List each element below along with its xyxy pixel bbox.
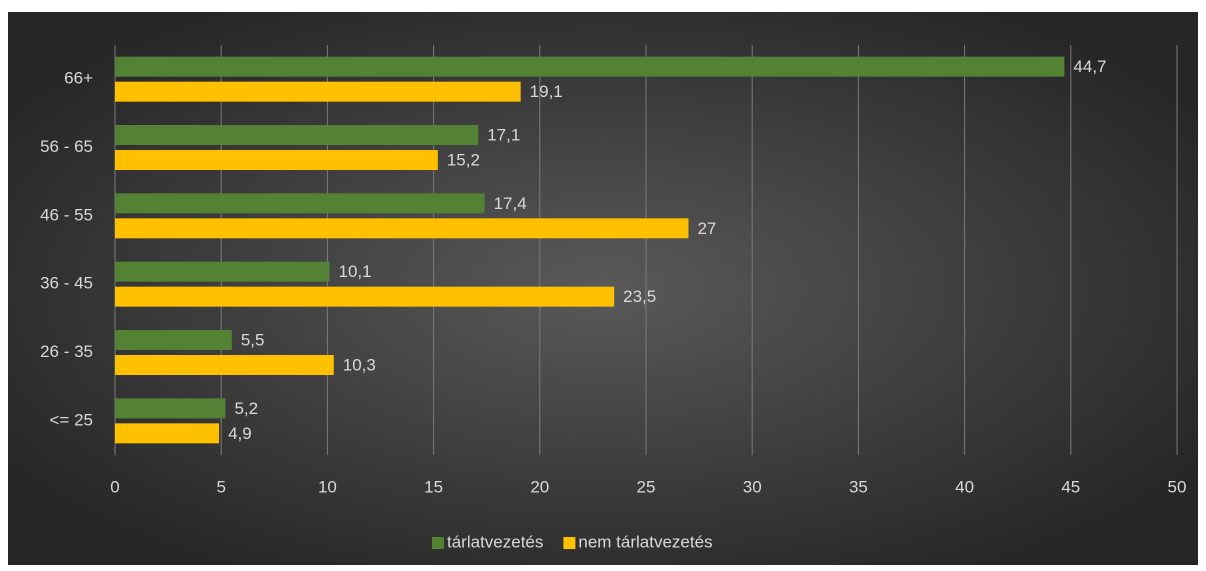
legend-swatch bbox=[432, 537, 444, 549]
data-label: 15,2 bbox=[447, 150, 480, 169]
bar bbox=[115, 193, 485, 214]
y-tick-label: <= 25 bbox=[50, 410, 94, 429]
legend-label: tárlatvezetés bbox=[447, 532, 543, 551]
bar bbox=[115, 261, 330, 282]
x-tick-label: 45 bbox=[1061, 477, 1080, 496]
bar bbox=[115, 125, 479, 145]
bar bbox=[115, 150, 438, 170]
legend-label: nem tárlatvezetés bbox=[578, 532, 712, 551]
data-label: 23,5 bbox=[623, 287, 656, 306]
x-tick-label: 25 bbox=[637, 477, 656, 496]
data-label: 5,5 bbox=[241, 330, 265, 349]
x-tick-label: 35 bbox=[849, 477, 868, 496]
data-label: 4,9 bbox=[228, 424, 252, 443]
data-label: 19,1 bbox=[530, 82, 563, 101]
bar bbox=[115, 398, 226, 419]
x-tick-label: 20 bbox=[530, 477, 549, 496]
bar bbox=[115, 56, 1065, 77]
legend-swatch bbox=[563, 537, 576, 549]
bar bbox=[115, 355, 334, 375]
data-label: 5,2 bbox=[234, 399, 258, 418]
data-label: 10,1 bbox=[339, 262, 372, 281]
y-tick-label: 36 - 45 bbox=[40, 274, 93, 293]
bar bbox=[115, 218, 689, 239]
y-tick-label: 26 - 35 bbox=[40, 342, 93, 361]
data-label: 17,4 bbox=[494, 194, 527, 213]
bar bbox=[115, 423, 220, 444]
x-tick-label: 5 bbox=[216, 477, 225, 496]
data-label: 17,1 bbox=[487, 125, 520, 144]
bar bbox=[115, 286, 615, 307]
bar bbox=[115, 330, 232, 350]
data-label: 10,3 bbox=[343, 355, 376, 374]
x-tick-label: 15 bbox=[424, 477, 443, 496]
x-tick-label: 10 bbox=[318, 477, 337, 496]
bar bbox=[115, 81, 521, 102]
x-tick-label: 40 bbox=[955, 477, 974, 496]
data-label: 27 bbox=[697, 219, 716, 238]
x-tick-label: 0 bbox=[110, 477, 119, 496]
x-tick-label: 50 bbox=[1168, 477, 1187, 496]
y-tick-label: 56 - 65 bbox=[40, 137, 93, 156]
data-label: 44,7 bbox=[1073, 57, 1106, 76]
y-tick-label: 66+ bbox=[64, 69, 93, 88]
x-tick-label: 30 bbox=[743, 477, 762, 496]
y-tick-label: 46 - 55 bbox=[40, 205, 93, 224]
